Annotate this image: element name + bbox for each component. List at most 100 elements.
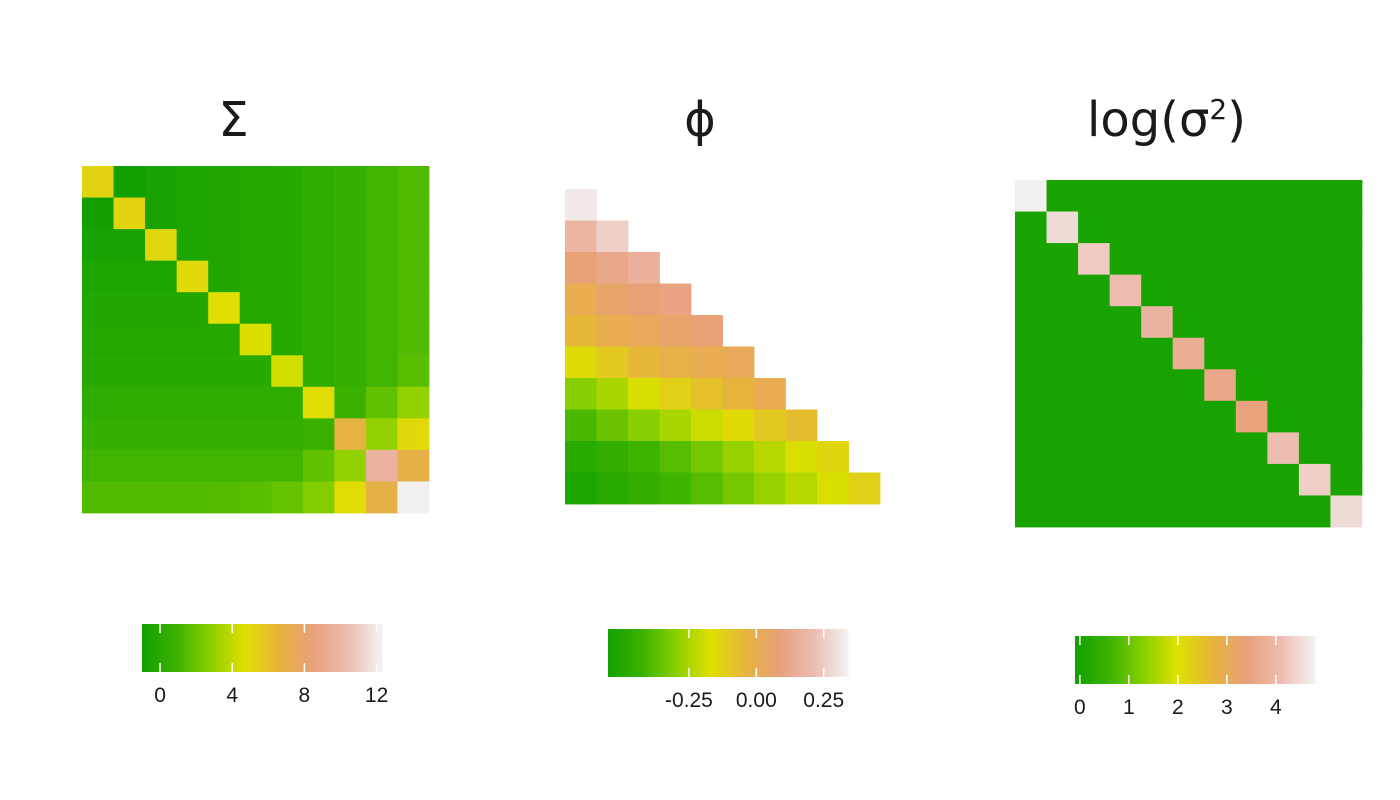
colorbar-step	[806, 629, 809, 677]
colorbar-step	[612, 629, 615, 677]
colorbar-step	[800, 629, 803, 677]
heatmap-cell	[1204, 243, 1237, 276]
colorbar-step	[844, 629, 847, 677]
colorbar-step	[268, 624, 271, 672]
colorbar-step	[750, 629, 753, 677]
colorbar-step	[618, 629, 621, 677]
heatmap-cell	[302, 355, 335, 388]
colorbar-step	[1203, 636, 1206, 684]
heatmap-cell	[628, 441, 660, 473]
heatmap-cell	[145, 166, 178, 198]
chart-title: ϕ	[684, 92, 716, 148]
colorbar-step	[1209, 636, 1212, 684]
colorbar-step	[766, 629, 769, 677]
heatmap-cell	[1330, 463, 1363, 496]
colorbar-step	[332, 624, 335, 672]
heatmap-cell	[239, 292, 272, 325]
colorbar-step	[706, 629, 709, 677]
heatmap-cell	[397, 386, 430, 419]
colorbar-step	[738, 629, 741, 677]
colorbar-step	[1309, 636, 1312, 684]
heatmap-cell	[82, 197, 114, 230]
heatmap-cell	[113, 355, 146, 388]
heatmap-cell	[1109, 180, 1142, 212]
colorbar-step	[810, 629, 813, 677]
colorbar-step	[168, 624, 171, 672]
colorbar-tick-label: 2	[1172, 696, 1184, 719]
colorbar-step	[668, 629, 671, 677]
colorbar-step	[242, 624, 245, 672]
colorbar-step	[142, 624, 145, 672]
colorbar-step	[1283, 636, 1286, 684]
heatmap-cell	[628, 252, 660, 284]
colorbar-step	[294, 624, 297, 672]
heatmap-cell	[397, 260, 430, 293]
colorbar-step	[1277, 636, 1280, 684]
colorbar-step	[336, 624, 339, 672]
heatmap-cell	[239, 418, 272, 451]
heatmap-cell	[271, 355, 304, 388]
heatmap-cell	[691, 472, 723, 505]
colorbar-step	[238, 624, 241, 672]
heatmap-cell	[145, 481, 178, 514]
colorbar-step	[1143, 636, 1146, 684]
heatmap-cell	[785, 409, 818, 442]
heatmap-cell	[176, 449, 209, 482]
heatmap-cell	[1330, 495, 1363, 528]
heatmap-cell	[722, 346, 755, 379]
colorbar-step	[1159, 636, 1162, 684]
heatmap-cell	[1109, 495, 1142, 528]
heatmap-cell	[1078, 180, 1111, 212]
colorbar-step	[1099, 636, 1102, 684]
heatmap-cell	[1172, 337, 1205, 370]
colorbar-step	[1261, 636, 1264, 684]
colorbar-step	[380, 624, 383, 672]
colorbar-step	[188, 624, 191, 672]
colorbar-step	[196, 624, 199, 672]
colorbar-step	[344, 624, 347, 672]
colorbar-step	[144, 624, 147, 672]
heatmap-cell	[113, 481, 146, 514]
colorbar-step	[620, 629, 623, 677]
heatmap-cell	[239, 260, 272, 293]
colorbar-step	[1207, 636, 1210, 684]
colorbar-step	[794, 629, 797, 677]
colorbar-step	[362, 624, 365, 672]
colorbar-step	[370, 624, 373, 672]
colorbar-tick-label: 0.00	[736, 689, 777, 712]
heatmap-cell	[176, 418, 209, 451]
colorbar-step	[1081, 636, 1084, 684]
heatmap-cell	[1267, 180, 1300, 212]
colorbar-tick-label: 3	[1221, 696, 1233, 719]
heatmap-cell	[1235, 306, 1268, 339]
colorbar-step	[296, 624, 299, 672]
colorbar-step	[764, 629, 767, 677]
colorbar-step	[1133, 636, 1136, 684]
heatmap-cell	[239, 323, 272, 356]
heatmap-cell	[1078, 463, 1111, 496]
heatmap-cell	[208, 481, 241, 514]
colorbar-step	[314, 624, 317, 672]
heatmap-cell	[1141, 432, 1174, 465]
heatmap-cell	[565, 441, 597, 473]
heatmap-cell	[145, 449, 178, 482]
heatmap-cell	[397, 355, 430, 388]
colorbar-step	[720, 629, 723, 677]
colorbar-step	[638, 629, 641, 677]
colorbar-tick-label: 1	[1123, 696, 1135, 719]
colorbar-step	[1171, 636, 1174, 684]
heatmap-cell	[82, 355, 114, 388]
heatmap-cell	[239, 449, 272, 482]
colorbar-step	[172, 624, 175, 672]
heatmap-cell	[302, 292, 335, 325]
heatmap-cell	[1109, 432, 1142, 465]
heatmap-cell	[271, 260, 304, 293]
colorbar-step	[170, 624, 173, 672]
heatmap-cell	[365, 418, 398, 451]
colorbar-step	[1115, 636, 1118, 684]
colorbar-step	[204, 624, 207, 672]
colorbar-step	[364, 624, 367, 672]
colorbar-step	[266, 624, 269, 672]
colorbar-step	[340, 624, 343, 672]
heatmap-cell	[1109, 369, 1142, 402]
